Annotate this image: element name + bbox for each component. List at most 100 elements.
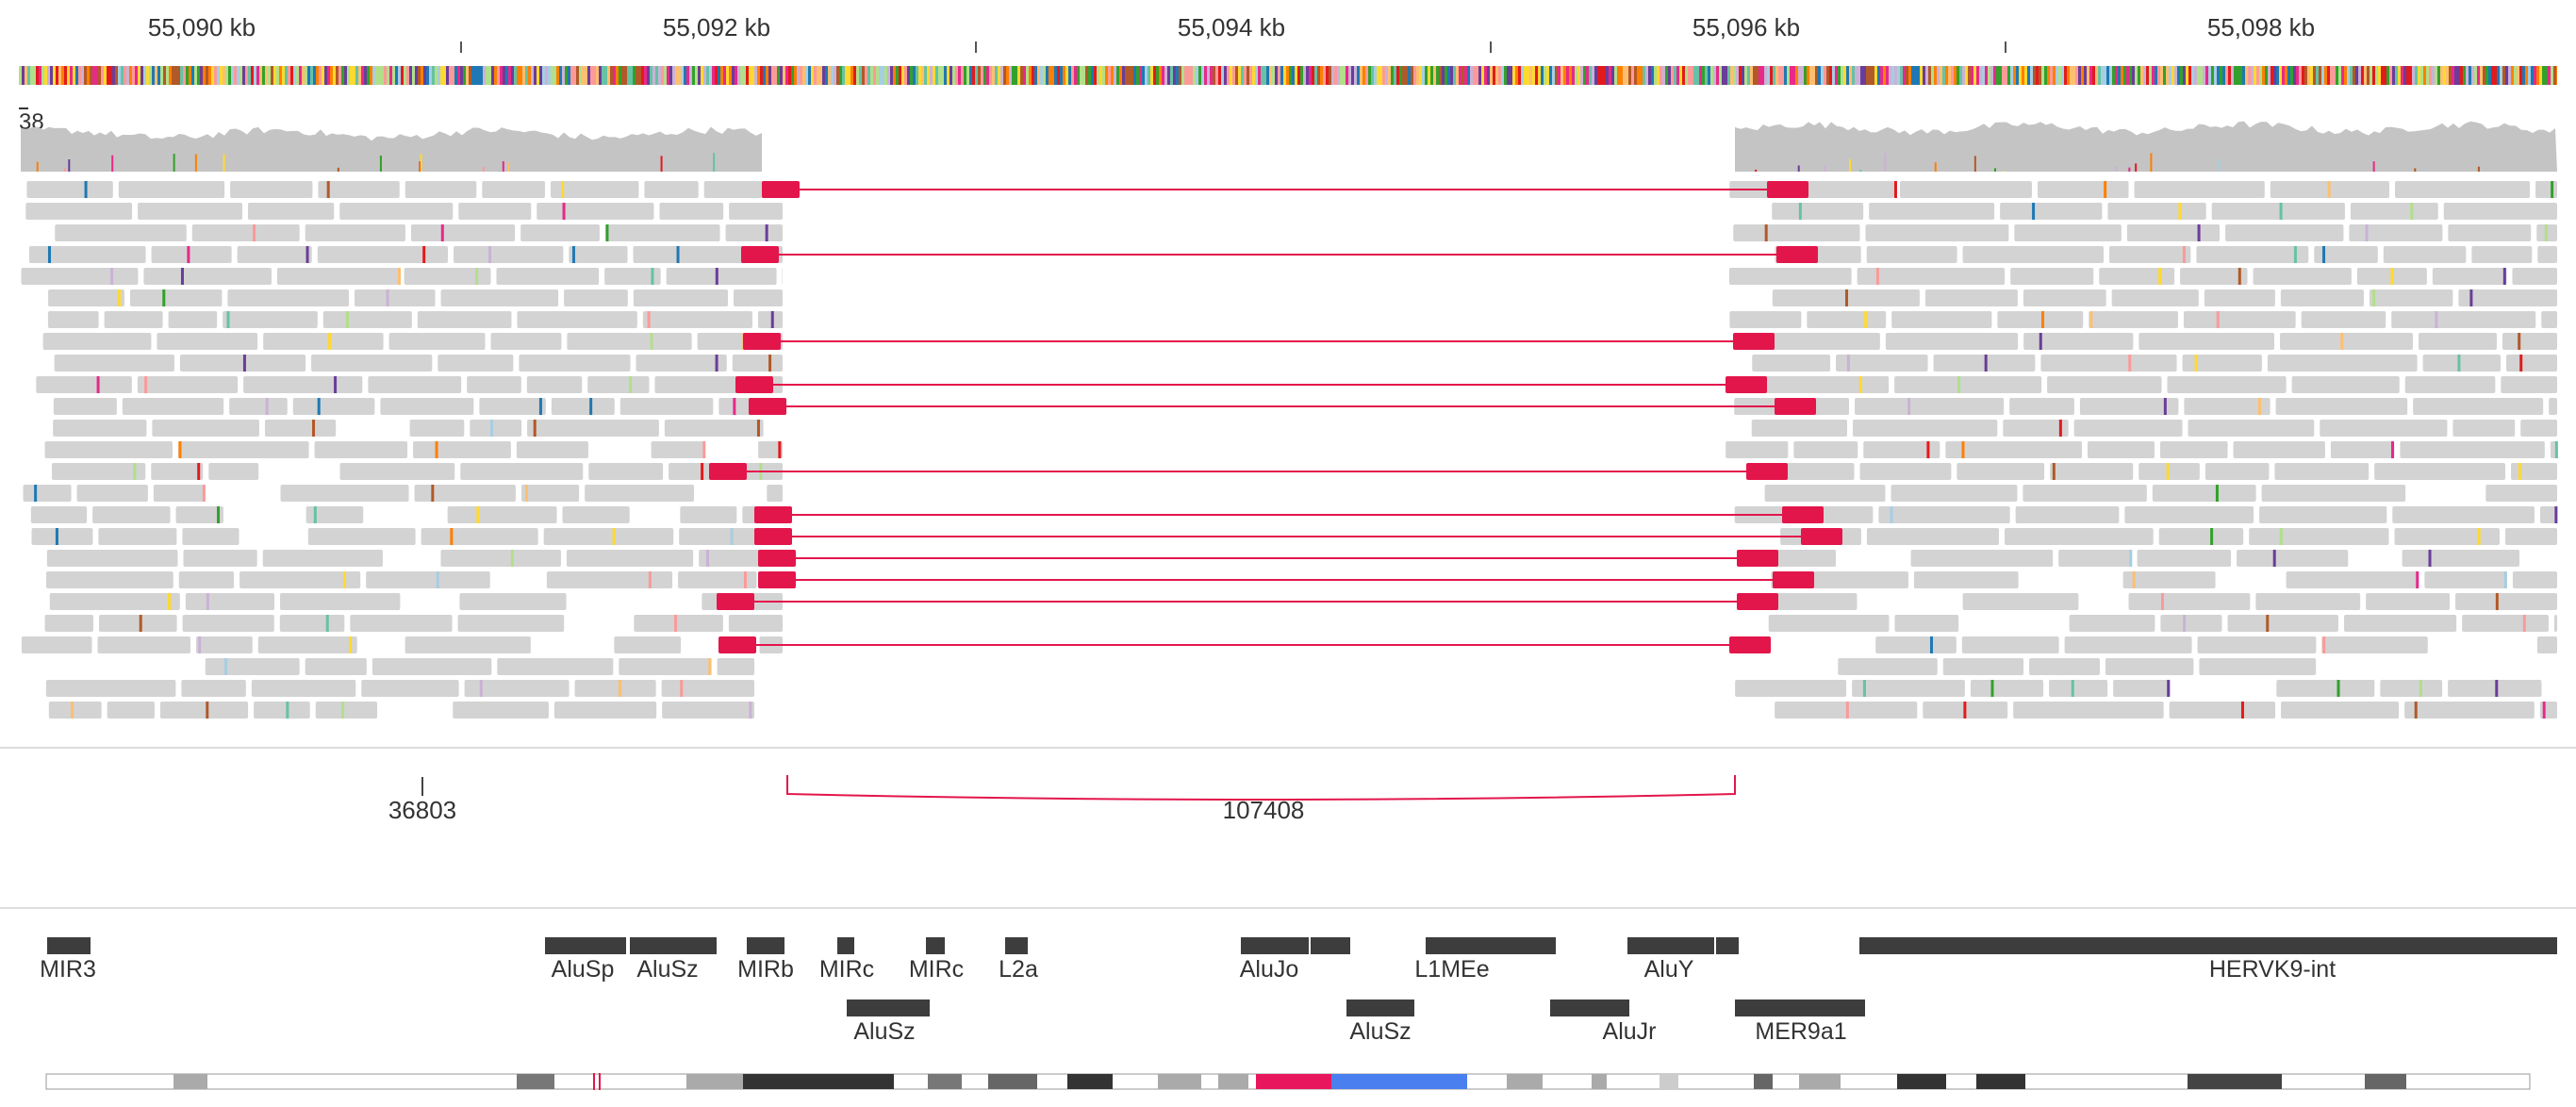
read bbox=[118, 181, 225, 198]
alignment-track[interactable] bbox=[0, 113, 2576, 735]
splice-junction-track[interactable]: 36803 107408 bbox=[0, 749, 2576, 900]
read bbox=[410, 224, 516, 241]
sequence-base bbox=[497, 66, 500, 85]
sequence-base bbox=[1603, 66, 1606, 85]
read bbox=[138, 203, 242, 220]
repeat-label: AluSz bbox=[1349, 1018, 1412, 1045]
sequence-base bbox=[2491, 66, 2494, 85]
ruler-tick bbox=[975, 41, 977, 53]
sequence-base bbox=[955, 66, 958, 85]
genome-ruler[interactable]: 55,090 kb 55,092 kb 55,094 kb 55,096 kb … bbox=[0, 0, 2576, 60]
sequence-base bbox=[1804, 66, 1807, 85]
sequence-base bbox=[952, 66, 955, 85]
read-mismatch bbox=[328, 333, 332, 350]
sequence-base bbox=[1046, 66, 1049, 85]
sequence-base bbox=[819, 66, 822, 85]
read-mismatch bbox=[1963, 702, 1967, 719]
sequence-base bbox=[1456, 66, 1459, 85]
sequence-base bbox=[169, 66, 172, 85]
sequence-base bbox=[2146, 66, 2149, 85]
sequence-base bbox=[647, 66, 650, 85]
sequence-base bbox=[1843, 66, 1846, 85]
read bbox=[315, 702, 378, 719]
split-read-right bbox=[1775, 398, 1816, 415]
read bbox=[479, 398, 546, 415]
read bbox=[98, 528, 177, 545]
sequence-base bbox=[372, 66, 375, 85]
sequence-base bbox=[1374, 66, 1377, 85]
sequence-base bbox=[1773, 66, 1775, 85]
sequence-base bbox=[2511, 66, 2514, 85]
split-read-right bbox=[1726, 376, 1767, 393]
read bbox=[143, 268, 272, 285]
sequence-base bbox=[2409, 66, 2412, 85]
sequence-base bbox=[1900, 66, 1903, 85]
read bbox=[368, 376, 462, 393]
read-mismatch bbox=[2058, 420, 2062, 437]
sequence-base bbox=[324, 66, 327, 85]
sequence-base bbox=[2183, 66, 2186, 85]
read-mismatch bbox=[2365, 224, 2369, 241]
read bbox=[2227, 615, 2338, 632]
sequence-base bbox=[981, 66, 983, 85]
read bbox=[2152, 485, 2256, 502]
sequence-base bbox=[652, 66, 655, 85]
read bbox=[1865, 224, 2009, 241]
sequence-base bbox=[30, 66, 33, 85]
sequence-base bbox=[2118, 66, 2121, 85]
sequence-base bbox=[1911, 66, 1914, 85]
sequence-base bbox=[562, 66, 565, 85]
read bbox=[2047, 376, 2162, 393]
sequence-base bbox=[2112, 66, 2115, 85]
sequence-base bbox=[19, 66, 22, 85]
sequence-base bbox=[367, 66, 370, 85]
sequence-base bbox=[2220, 66, 2222, 85]
read-mismatch bbox=[2040, 311, 2044, 328]
sequence-base bbox=[2423, 66, 2426, 85]
sequence-base bbox=[1716, 66, 1719, 85]
read bbox=[651, 441, 705, 458]
sequence-base bbox=[983, 66, 986, 85]
sequence-base bbox=[1049, 66, 1051, 85]
read bbox=[614, 636, 682, 653]
sequence-base bbox=[2070, 66, 2072, 85]
read bbox=[361, 680, 459, 697]
read bbox=[2274, 463, 2370, 480]
reference-sequence-track[interactable] bbox=[19, 66, 2557, 85]
repeat-annotation-track[interactable]: MIR3 AluSp AluSz MIRb MIRc MIRc L2a AluJ… bbox=[0, 924, 2576, 1056]
sequence-base bbox=[2355, 66, 2358, 85]
sequence-base bbox=[1838, 66, 1841, 85]
read-mismatch bbox=[2457, 355, 2461, 372]
read bbox=[405, 181, 477, 198]
read-mismatch bbox=[84, 181, 88, 198]
sequence-base bbox=[1085, 66, 1088, 85]
sequence-base bbox=[191, 66, 194, 85]
sequence-base bbox=[1385, 66, 1388, 85]
sequence-base bbox=[1473, 66, 1476, 85]
sequence-base bbox=[404, 66, 406, 85]
sequence-base bbox=[2471, 66, 2474, 85]
sequence-base bbox=[2375, 66, 2378, 85]
read bbox=[2455, 593, 2557, 610]
sequence-base bbox=[879, 66, 882, 85]
sequence-base bbox=[1377, 66, 1379, 85]
read bbox=[758, 441, 783, 458]
sequence-base bbox=[1589, 66, 1592, 85]
read bbox=[2549, 398, 2557, 415]
sequence-base bbox=[1006, 66, 1009, 85]
sequence-base bbox=[749, 66, 751, 85]
sequence-base bbox=[2259, 66, 2262, 85]
split-read-right bbox=[1746, 463, 1788, 480]
sequence-base bbox=[64, 66, 67, 85]
sequence-base bbox=[1394, 66, 1396, 85]
read-mismatch bbox=[144, 376, 148, 393]
sequence-base bbox=[870, 66, 873, 85]
chromosome-ideogram[interactable] bbox=[45, 1073, 2531, 1090]
read bbox=[1910, 550, 2054, 567]
read bbox=[48, 289, 124, 306]
read bbox=[195, 636, 253, 653]
sequence-base bbox=[1292, 66, 1295, 85]
sequence-base bbox=[254, 66, 256, 85]
read bbox=[251, 680, 356, 697]
sequence-base bbox=[104, 66, 107, 85]
